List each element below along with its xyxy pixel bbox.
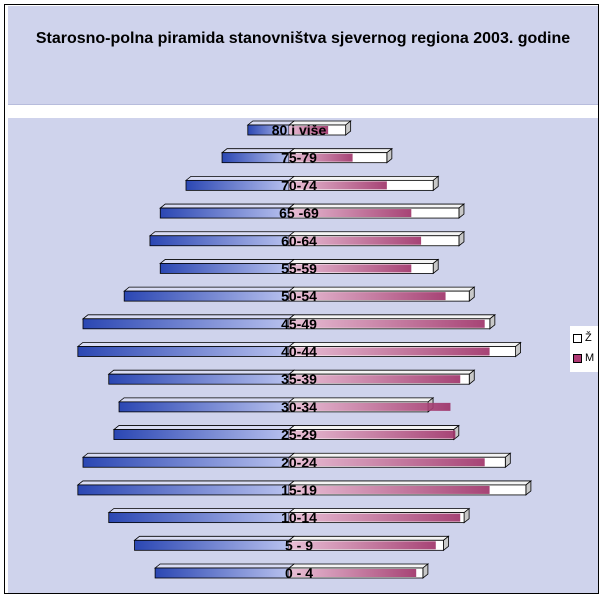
bar-muskarci-top-age-2 xyxy=(107,508,296,514)
category-label-age-16: 80 i više xyxy=(272,122,327,138)
category-label-age-5: 25-29 xyxy=(281,427,317,443)
bar-muskarci-top-age-13 xyxy=(159,203,296,209)
category-label-age-15: 75-79 xyxy=(281,150,317,166)
category-label-age-13: 65 -69 xyxy=(279,205,319,221)
bar-muskarci-age-4 xyxy=(82,456,290,468)
bar-muskarci-age-9 xyxy=(82,318,290,330)
bar-muskarci-age-12 xyxy=(149,235,290,247)
chart-title: Starosno-polna piramida stanovništva sje… xyxy=(35,30,571,47)
bar-muskarci-top-age-7 xyxy=(107,369,296,375)
legend-label-muskarci: M xyxy=(585,352,595,364)
bar-muskarci-age-0 xyxy=(154,567,290,579)
category-label-age-7: 35-39 xyxy=(281,371,317,387)
legend-item-zene: Ž xyxy=(570,330,604,346)
bar-muskarci-shade-age-0 xyxy=(289,569,417,577)
bar-muskarci-shade-age-9 xyxy=(289,319,485,328)
bar-muskarci-shade-age-10 xyxy=(289,292,446,301)
title-band xyxy=(8,6,598,105)
category-label-age-4: 20-24 xyxy=(281,454,317,470)
category-label-age-0: 0 - 4 xyxy=(285,565,313,581)
category-label-age-14: 70-74 xyxy=(281,177,317,193)
bar-muskarci-shade-age-7 xyxy=(289,375,461,384)
bar-muskarci-shade-age-5 xyxy=(289,430,456,439)
bar-muskarci-shade-age-4 xyxy=(289,458,485,467)
bar-muskarci-top-age-3 xyxy=(76,480,296,486)
bar-muskarci-age-1 xyxy=(134,539,290,551)
bar-muskarci-age-3 xyxy=(77,484,290,496)
bar-muskarci-shade-age-16 xyxy=(289,126,329,134)
bar-muskarci-top-age-5 xyxy=(112,425,296,430)
bar-muskarci-shade-age-6 xyxy=(289,402,451,411)
bar-muskarci-age-11 xyxy=(159,263,290,274)
bar-muskarci-shade-age-2 xyxy=(289,513,461,522)
category-label-age-1: 5 - 9 xyxy=(285,537,313,553)
category-label-age-11: 55-59 xyxy=(281,260,317,276)
bar-muskarci-shade-age-12 xyxy=(289,236,422,245)
bar-muskarci-top-age-1 xyxy=(133,535,296,541)
bar-muskarci-age-13 xyxy=(159,207,290,219)
bar-zene-top-age-3 xyxy=(287,480,533,486)
bar-zene-top-age-8 xyxy=(287,342,522,347)
category-label-age-8: 40-44 xyxy=(281,344,317,360)
bar-muskarci-top-age-6 xyxy=(117,397,296,403)
bar-muskarci-top-age-9 xyxy=(81,314,296,320)
legend-label-zene: Ž xyxy=(585,332,592,344)
bar-muskarci-top-age-14 xyxy=(184,175,296,181)
bar-muskarci-top-age-12 xyxy=(148,231,296,237)
bar-muskarci-age-5 xyxy=(113,429,290,440)
bar-muskarci-shade-age-14 xyxy=(289,181,387,190)
bar-muskarci-top-age-10 xyxy=(123,286,296,292)
legend: Ž M xyxy=(570,326,604,372)
bar-muskarci-age-14 xyxy=(185,179,290,191)
bar-muskarci-top-age-0 xyxy=(153,563,296,569)
category-label-age-12: 60-64 xyxy=(281,233,317,249)
bar-muskarci-top-age-4 xyxy=(81,452,296,458)
legend-swatch-zene xyxy=(573,333,582,343)
legend-item-muskarci: M xyxy=(570,350,604,366)
category-label-age-3: 15-19 xyxy=(281,482,317,498)
bar-muskarci-age-2 xyxy=(108,512,290,524)
bar-muskarci-shade-age-1 xyxy=(289,541,436,550)
category-label-age-10: 50-54 xyxy=(281,288,317,304)
category-label-age-6: 30-34 xyxy=(281,399,317,415)
bar-muskarci-shade-age-8 xyxy=(289,347,490,356)
bar-zene-top-age-9 xyxy=(287,314,496,320)
bar-muskarci-age-10 xyxy=(123,290,290,302)
bar-muskarci-age-7 xyxy=(108,373,290,385)
legend-swatch-muskarci xyxy=(573,353,582,363)
bar-muskarci-top-age-8 xyxy=(76,342,296,347)
category-label-age-2: 10-14 xyxy=(281,510,317,526)
bar-muskarci-shade-age-11 xyxy=(289,264,412,273)
bar-muskarci-top-age-11 xyxy=(159,259,296,264)
bar-muskarci-shade-age-15 xyxy=(289,153,353,162)
bar-zene-top-age-4 xyxy=(287,452,512,458)
bar-muskarci-shade-age-3 xyxy=(289,485,490,494)
bar-muskarci-shade-age-13 xyxy=(289,209,412,218)
category-label-age-9: 45-49 xyxy=(281,316,317,332)
bar-muskarci-age-6 xyxy=(118,401,290,413)
bar-muskarci-age-8 xyxy=(77,346,290,357)
bar-muskarci-age-15 xyxy=(221,152,290,164)
